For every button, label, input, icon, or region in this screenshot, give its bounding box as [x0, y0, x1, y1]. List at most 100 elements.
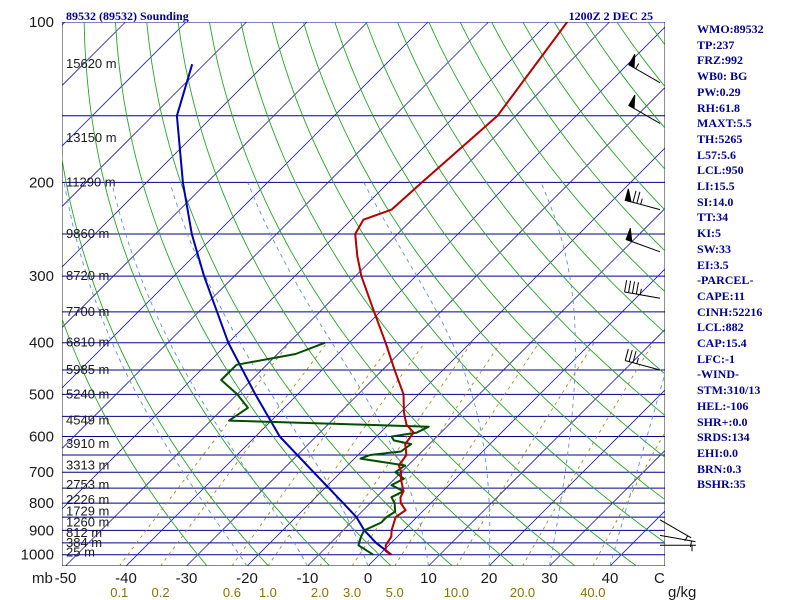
temperature-tick-label: 0 — [364, 570, 372, 587]
mixing-ratio-line — [351, 342, 502, 566]
mixing-ratio-tick-label: 40.0 — [580, 585, 605, 600]
dry-adiabat-line — [62, 317, 208, 566]
mixing-ratio-tick-label: 0.2 — [151, 585, 169, 600]
isotherm-line — [549, 449, 665, 566]
temperature-tick-label: 40 — [602, 570, 619, 587]
index-line: -PARCEL- — [697, 273, 754, 288]
temperature-tick-label: -10 — [297, 570, 319, 587]
height-label: 5240 m — [66, 386, 109, 401]
height-label: 3313 m — [66, 457, 109, 472]
index-line: CINH:52216 — [697, 304, 763, 319]
wind-barb — [628, 54, 661, 84]
pressure-tick-label: 400 — [29, 335, 54, 352]
index-line: L57:5.6 — [697, 147, 736, 162]
isotherm-line — [246, 147, 665, 566]
mixing-ratio-line — [394, 342, 540, 566]
dry-adiabat-line — [459, 22, 665, 293]
height-label: 4549 m — [66, 413, 109, 428]
dry-adiabat-line — [62, 156, 269, 566]
temperature-tick-label: -50 — [55, 570, 77, 587]
mixing-ratio-line — [522, 342, 654, 566]
isotherm-line — [62, 22, 187, 147]
dry-adiabat-line — [83, 22, 331, 566]
mixing-ratio-tick-label: 3.0 — [343, 585, 361, 600]
mixing-ratio-tick-label: 0.1 — [110, 585, 128, 600]
index-line: MAXT:5.5 — [697, 116, 752, 131]
isotherm-line — [62, 22, 429, 389]
index-line: SHR+:0.0 — [697, 414, 748, 429]
mixing-ratio-line — [319, 342, 472, 566]
height-label: 6810 m — [66, 335, 109, 350]
index-line: CAPE:11 — [697, 288, 745, 303]
index-line: TH:5265 — [697, 131, 743, 146]
index-line: BRN:0.3 — [697, 461, 742, 476]
mixing-ratio-tick-label: 0.6 — [223, 585, 241, 600]
height-label: 25 m — [66, 544, 95, 559]
temperature-curve — [354, 22, 569, 556]
height-label: 384 m — [66, 535, 102, 550]
height-label: 8720 m — [66, 268, 109, 283]
parcel-curve — [175, 63, 393, 556]
temperature-unit-label: C — [654, 570, 665, 587]
height-label: 15620 m — [66, 56, 117, 71]
height-label: 812 m — [66, 525, 102, 540]
index-line: WMO:89532 — [697, 22, 764, 36]
dry-adiabat-line — [271, 22, 665, 544]
index-line: HEL:-106 — [697, 398, 749, 413]
height-label: 7700 m — [66, 304, 109, 319]
indices-panel: WMO:89532 TP:237 FRZ:992 WB0: BG PW:0.29 RH:6… — [697, 22, 797, 493]
plot-frame — [62, 22, 665, 566]
moist-adiabat-line — [363, 182, 491, 566]
mixing-ratio-line — [267, 342, 426, 566]
moist-adiabat-line — [169, 182, 369, 566]
mixing-ratio-line — [231, 342, 393, 566]
index-line: PW:0.29 — [697, 84, 741, 99]
pressure-unit-label: mb — [32, 570, 53, 587]
height-label: 2226 m — [66, 492, 109, 507]
isotherm-line — [186, 86, 665, 566]
temperature-tick-label: -30 — [176, 570, 198, 587]
height-label: 11290 m — [66, 174, 116, 189]
dry-adiabat-line — [146, 22, 453, 566]
dewpoint-curve — [220, 341, 430, 556]
dry-adiabat-line — [302, 22, 665, 501]
dry-adiabat-line — [334, 22, 665, 458]
index-line: BSHR:35 — [697, 477, 746, 492]
mixing-ratio-unit-label: g/kg — [668, 584, 696, 600]
index-line: LCL:950 — [697, 163, 744, 178]
isotherm-line — [65, 22, 610, 566]
index-line: -WIND- — [697, 367, 739, 382]
index-line: FRZ:992 — [697, 53, 743, 68]
isotherm-line — [62, 22, 308, 268]
wind-barb — [660, 544, 696, 552]
moist-adiabat-line — [63, 182, 248, 566]
isotherm-line — [488, 389, 665, 566]
mixing-ratio-tick-label: 2.0 — [311, 585, 329, 600]
chart-header-time: 1200Z 2 DEC 25 — [569, 9, 653, 23]
height-label: 5985 m — [66, 362, 109, 377]
wind-barbs — [624, 54, 696, 552]
isotherm-line — [62, 22, 247, 208]
index-line: WB0: BG — [697, 69, 748, 84]
background-grid — [62, 22, 665, 566]
dry-adiabat-line — [428, 22, 665, 334]
temperature-tick-label: -40 — [115, 570, 137, 587]
pressure-tick-label: 200 — [29, 174, 54, 191]
index-line: LI:15.5 — [697, 179, 735, 194]
mixing-ratio-line — [456, 342, 595, 566]
pressure-tick-label: 600 — [29, 429, 54, 446]
isotherm-line — [428, 328, 665, 566]
height-label: 13150 m — [66, 130, 117, 145]
pressure-tick-label: 700 — [29, 464, 54, 481]
index-line: EI:3.5 — [697, 257, 729, 272]
temperature-tick-label: 10 — [420, 570, 437, 587]
moist-adiabat-line — [540, 182, 576, 566]
moist-adiabat-line — [609, 371, 665, 566]
index-line: LFC:-1 — [697, 351, 735, 366]
wind-barb — [628, 94, 661, 124]
mixing-ratio-line — [160, 342, 328, 566]
temperature-tick-label: 20 — [481, 570, 498, 587]
mixing-ratio-line — [592, 431, 665, 566]
temperature-tick-label: -20 — [236, 570, 258, 587]
